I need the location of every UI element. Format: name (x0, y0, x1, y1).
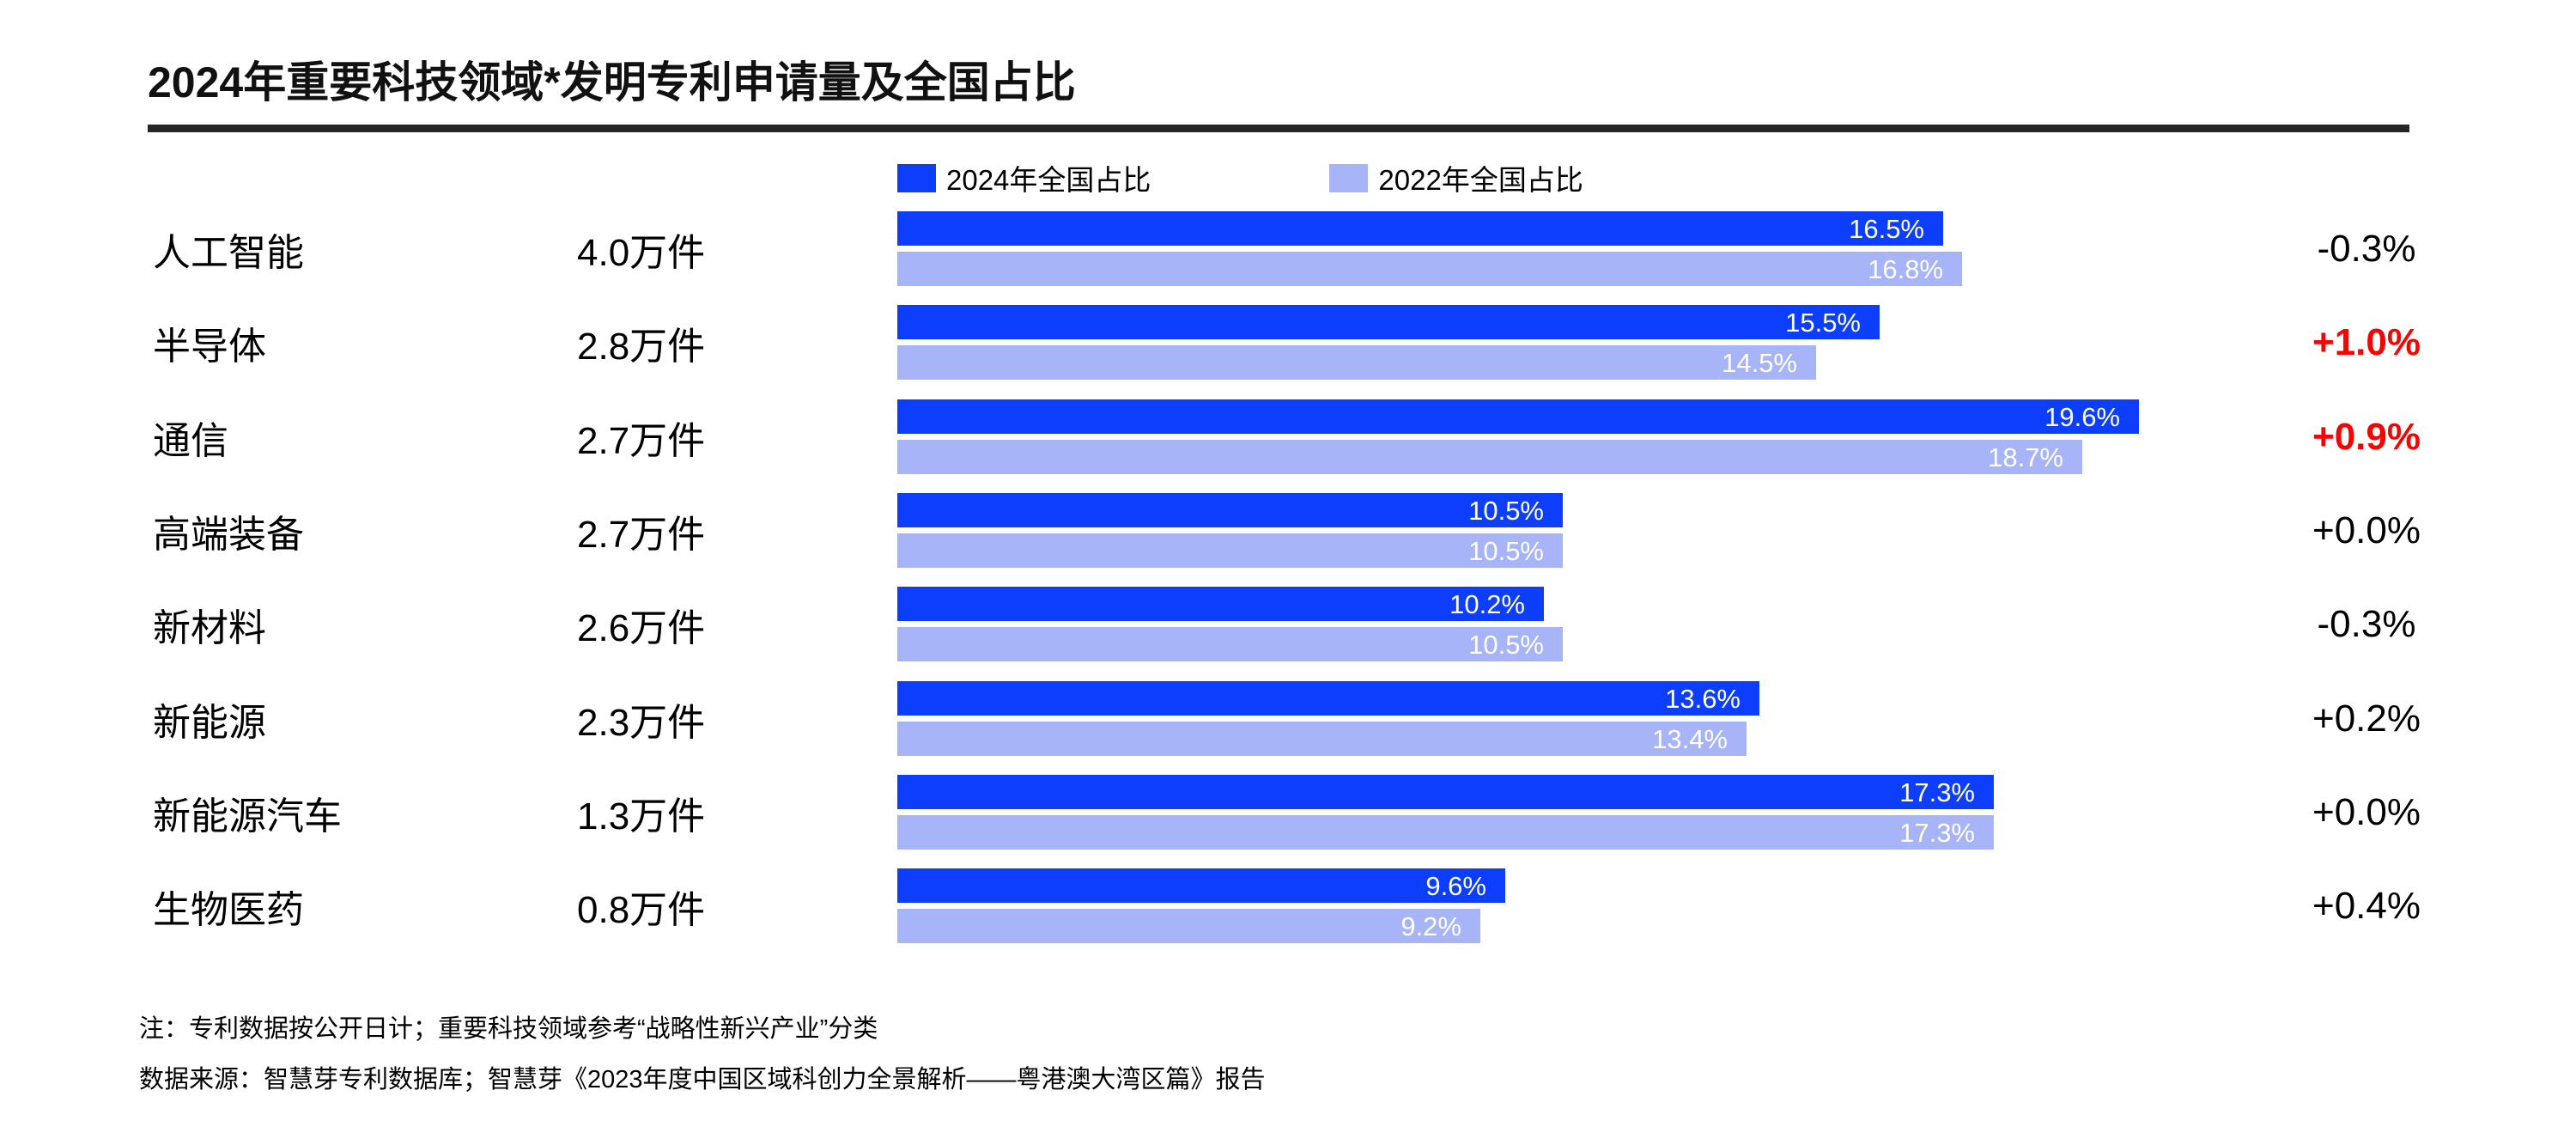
bar-2022-value-label: 16.8% (1868, 253, 1943, 284)
bar-2024: 9.6% (897, 868, 1505, 903)
category-label: 人工智能 (153, 231, 304, 274)
volume-label: 0.8万件 (577, 888, 706, 931)
bar-2022-value-label: 10.5% (1468, 629, 1544, 660)
bar-2022: 16.8% (897, 252, 1962, 286)
bar-pair: 17.3% 17.3% (897, 775, 1994, 850)
bar-2024: 19.6% (897, 399, 2139, 434)
bar-2022: 9.2% (897, 909, 1480, 943)
category-label: 新能源汽车 (153, 795, 342, 838)
volume-label: 2.8万件 (577, 325, 706, 368)
volume-label: 1.3万件 (577, 795, 706, 838)
category-label: 通信 (153, 419, 228, 462)
volume-label: 2.7万件 (577, 419, 706, 462)
chart-legend: 2024年全国占比 2022年全国占比 (897, 157, 1583, 198)
bar-2022: 14.5% (897, 345, 1816, 380)
delta-label: +0.0% (2312, 790, 2421, 833)
bar-2022: 10.5% (897, 627, 1563, 661)
bar-2022-value-label: 14.5% (1722, 347, 1797, 378)
bar-2022: 13.4% (897, 722, 1747, 756)
page-title: 2024年重要科技领域*发明专利申请量及全国占比 (148, 58, 1076, 107)
legend-swatch-2022 (1329, 163, 1369, 192)
chart-row: 新能源汽车 1.3万件 17.3% 17.3% +0.0% (0, 775, 2576, 850)
delta-label: -0.3% (2317, 227, 2416, 270)
volume-label: 2.7万件 (577, 513, 706, 556)
category-label: 生物医药 (153, 888, 304, 931)
volume-label: 4.0万件 (577, 231, 706, 274)
bar-2022: 10.5% (897, 533, 1563, 568)
bar-pair: 9.6% 9.2% (897, 868, 1505, 943)
bar-2022-value-label: 9.2% (1400, 911, 1461, 941)
bar-2024-value-label: 10.5% (1468, 495, 1544, 526)
chart-row: 生物医药 0.8万件 9.6% 9.2% +0.4% (0, 868, 2576, 943)
delta-label: +0.2% (2312, 697, 2421, 740)
legend-swatch-2024 (897, 163, 936, 192)
bar-pair: 10.2% 10.5% (897, 587, 1563, 661)
bar-2022-value-label: 18.7% (1988, 442, 2063, 472)
category-label: 半导体 (153, 325, 266, 368)
footnote-source: 数据来源：智慧芽专利数据库；智慧芽《2023年度中国区域科创力全景解析——粤港澳… (139, 1066, 1266, 1093)
bar-2024: 10.2% (897, 587, 1544, 621)
bar-2024-value-label: 16.5% (1849, 213, 1924, 244)
legend-item-2024: 2024年全国占比 (897, 157, 1151, 198)
bar-2024: 17.3% (897, 775, 1994, 809)
legend-item-2022: 2022年全国占比 (1329, 157, 1583, 198)
bar-2024-value-label: 19.6% (2044, 401, 2120, 432)
delta-label: +0.4% (2312, 884, 2421, 927)
bar-2024-value-label: 15.5% (1785, 307, 1861, 338)
bar-2022-value-label: 10.5% (1468, 535, 1544, 566)
bar-2022: 18.7% (897, 440, 2082, 474)
volume-label: 2.3万件 (577, 701, 706, 744)
bar-2024: 10.5% (897, 493, 1563, 527)
bar-pair: 10.5% 10.5% (897, 493, 1563, 568)
bar-pair: 13.6% 13.4% (897, 681, 1759, 756)
bar-2022: 17.3% (897, 815, 1994, 850)
chart-rows: 人工智能 4.0万件 16.5% 16.8% -0.3% 半导体 2.8万件 15.5% 14.… (0, 211, 2576, 1036)
legend-label-2024: 2024年全国占比 (946, 164, 1151, 196)
bar-pair: 19.6% 18.7% (897, 399, 2139, 474)
bar-2024-value-label: 13.6% (1665, 683, 1741, 714)
bar-2024-value-label: 17.3% (1899, 777, 1975, 807)
bar-2024-value-label: 9.6% (1425, 870, 1486, 901)
chart-row: 高端装备 2.7万件 10.5% 10.5% +0.0% (0, 493, 2576, 568)
delta-label: +1.0% (2312, 320, 2421, 363)
bar-pair: 16.5% 16.8% (897, 211, 1962, 286)
volume-label: 2.6万件 (577, 606, 706, 649)
title-underline-rule (148, 125, 2409, 132)
delta-label: +0.0% (2312, 509, 2421, 551)
bar-2024: 13.6% (897, 681, 1759, 716)
bar-2024-value-label: 10.2% (1449, 588, 1525, 619)
footnote-note: 注：专利数据按公开日计；重要科技领域参考“战略性新兴产业”分类 (139, 1015, 878, 1043)
category-label: 新能源 (153, 701, 266, 744)
delta-label: +0.9% (2312, 415, 2421, 458)
bar-2024: 15.5% (897, 305, 1880, 339)
bar-2024: 16.5% (897, 211, 1943, 246)
bar-2022-value-label: 17.3% (1899, 817, 1975, 848)
delta-label: -0.3% (2317, 602, 2416, 645)
bar-pair: 15.5% 14.5% (897, 305, 1880, 380)
footnotes: 注：专利数据按公开日计；重要科技领域参考“战略性新兴产业”分类 数据来源：智慧芽… (139, 1008, 1266, 1110)
chart-row: 新能源 2.3万件 13.6% 13.4% +0.2% (0, 681, 2576, 756)
category-label: 新材料 (153, 606, 266, 649)
category-label: 高端装备 (153, 513, 304, 556)
chart-row: 人工智能 4.0万件 16.5% 16.8% -0.3% (0, 211, 2576, 286)
chart-row: 半导体 2.8万件 15.5% 14.5% +1.0% (0, 305, 2576, 380)
bar-2022-value-label: 13.4% (1652, 723, 1728, 754)
chart-row: 通信 2.7万件 19.6% 18.7% +0.9% (0, 399, 2576, 474)
legend-label-2022: 2022年全国占比 (1378, 164, 1583, 196)
chart-row: 新材料 2.6万件 10.2% 10.5% -0.3% (0, 587, 2576, 661)
